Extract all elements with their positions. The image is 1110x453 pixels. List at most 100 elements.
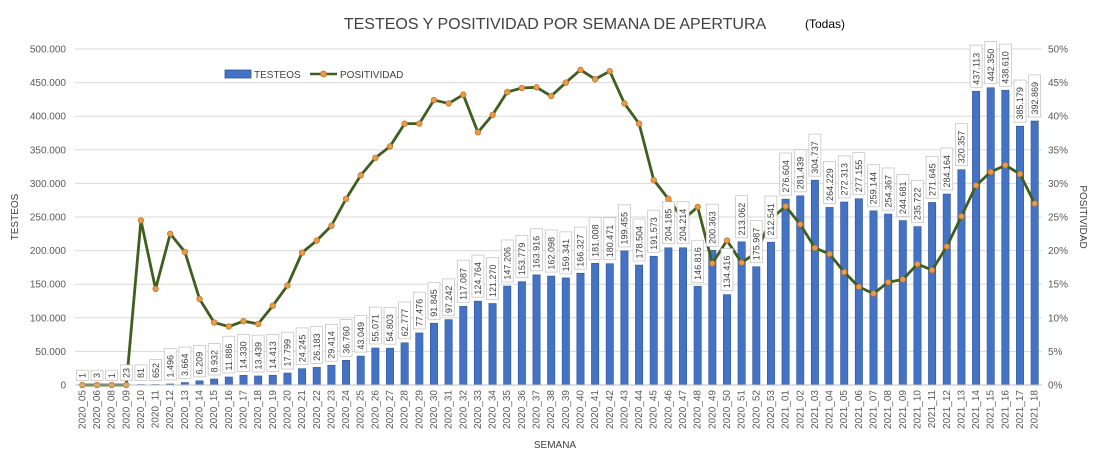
positividad-point — [694, 203, 701, 211]
x-tick-label: 2021_15 — [986, 390, 997, 429]
x-tick-label: 2020_17 — [238, 390, 249, 429]
x-tick-label: 2020_41 — [590, 390, 601, 429]
x-tick-label: 2021_04 — [825, 390, 836, 429]
bar-data-label: 259.144 — [867, 164, 880, 208]
x-tick-label: 2020_38 — [546, 390, 557, 429]
bar-data-label-text: 91.845 — [429, 289, 439, 317]
bar-data-label-box — [90, 369, 104, 381]
bar-data-label: 24.245 — [295, 327, 309, 366]
x-tick-label: 2021_08 — [883, 390, 894, 429]
y2-tick-label: 20% — [1048, 246, 1068, 257]
x-tick-label: 2020_48 — [693, 390, 704, 429]
x-tick-label: 2020_10 — [136, 390, 147, 429]
bar — [898, 220, 907, 386]
positividad-point — [591, 76, 599, 83]
bar-data-label: 134.416 — [720, 248, 734, 292]
y2-tick-label: 25% — [1048, 213, 1068, 224]
legend-swatch-positividad-marker — [320, 70, 327, 78]
x-axis-title: SEMANA — [534, 440, 577, 451]
x-tick-label: 2021_16 — [1000, 390, 1011, 429]
bar-data-label-text: 24.245 — [297, 335, 307, 363]
x-tick-label: 2020_18 — [253, 390, 264, 429]
bar-data-label: 8.932 — [207, 343, 221, 376]
bar-data-label-box — [281, 331, 294, 370]
x-tick-label: 2020_49 — [707, 390, 718, 429]
bar — [195, 380, 204, 386]
bar-data-label-box — [603, 217, 617, 261]
legend-label-positividad: POSITIVIDAD — [340, 70, 403, 81]
bar-data-label: 254.367 — [881, 167, 895, 211]
positividad-point — [504, 88, 511, 96]
y-tick-label: 450.000 — [30, 78, 67, 89]
bar-data-label-text: 212.541 — [766, 203, 776, 236]
bar-data-label-text: 442.350 — [986, 49, 996, 82]
bar-data-label-text: 14.413 — [268, 341, 278, 369]
bar — [1016, 125, 1024, 386]
bar-data-label: 26.183 — [310, 326, 324, 364]
bar-data-label: 175.987 — [749, 220, 763, 264]
positividad-point — [211, 319, 218, 326]
positividad-point — [342, 195, 350, 203]
bar-data-label-text: 200.363 — [708, 211, 718, 244]
positividad-point — [870, 290, 877, 297]
bar-data-label: 438.610 — [999, 43, 1012, 87]
bar-data-label-text: 259.144 — [869, 172, 879, 205]
bar — [473, 300, 482, 386]
x-tick-label: 2020_53 — [766, 390, 777, 429]
positividad-point — [665, 195, 672, 203]
bar-data-label-text: 121.270 — [488, 264, 498, 297]
bar-data-label-text: 146.816 — [693, 247, 703, 280]
bar-data-label-box — [530, 228, 543, 272]
bar-data-label-box — [940, 147, 954, 191]
bar-data-label-box — [837, 155, 851, 199]
bar-data-label: 235.722 — [911, 180, 924, 223]
bar-data-label: 277.155 — [852, 152, 866, 196]
positividad-point — [298, 249, 306, 256]
bar-data-label-box — [588, 216, 602, 260]
bar-data-label: 162.098 — [544, 229, 558, 273]
x-tick-label: 2020_46 — [663, 390, 674, 429]
positividad-point — [518, 84, 526, 92]
bar-data-label-box — [911, 180, 924, 223]
bar-data-label-text: 199.455 — [620, 212, 630, 245]
bar-data-label-text: 320.357 — [957, 131, 967, 164]
x-tick-label: 2021_13 — [956, 390, 967, 429]
bar — [986, 87, 995, 386]
positividad-point — [430, 96, 438, 104]
bar-data-label-box — [969, 44, 983, 88]
bar — [371, 347, 380, 386]
bar-data-label-text: 117.087 — [458, 268, 468, 300]
bar-data-label-box — [867, 164, 880, 208]
bar-data-label-text: 181.008 — [590, 224, 600, 257]
bar — [591, 263, 600, 386]
y-tick-label: 50.000 — [35, 347, 66, 358]
bar-data-label: 264.229 — [823, 160, 836, 204]
bar-data-label: 652 — [149, 359, 162, 381]
positividad-point — [269, 302, 276, 309]
x-tick-label: 2020_21 — [297, 390, 308, 429]
x-tick-label: 2020_33 — [473, 390, 484, 429]
bar-data-label: 1 — [105, 369, 118, 381]
x-tick-label: 2020_45 — [649, 390, 660, 429]
bar-data-label-text: 276.604 — [781, 160, 791, 193]
x-tick-label: 2021_05 — [839, 390, 850, 429]
bar-data-label: 11.886 — [222, 335, 236, 374]
positividad-point — [797, 221, 804, 228]
positividad-point — [723, 237, 731, 244]
x-tick-label: 2020_35 — [502, 390, 513, 429]
positividad-point — [357, 172, 364, 179]
bar-data-label: 3.664 — [178, 346, 192, 379]
bar-data-label-box — [691, 239, 705, 283]
positividad-point — [914, 260, 921, 268]
x-tick-label: 2021_06 — [854, 390, 865, 429]
positividad-point — [196, 295, 203, 303]
bar — [239, 375, 248, 386]
bar-data-label-text: 153.779 — [517, 243, 527, 276]
y-tick-label: 0 — [60, 381, 66, 392]
bar-data-label-text: 438.610 — [1001, 51, 1011, 84]
bar-data-label-text: 235.722 — [913, 188, 923, 221]
positividad-point — [928, 266, 936, 274]
x-tick-label: 2020_26 — [370, 390, 381, 429]
x-tick-label: 2020_47 — [678, 390, 689, 429]
bar — [327, 364, 336, 386]
